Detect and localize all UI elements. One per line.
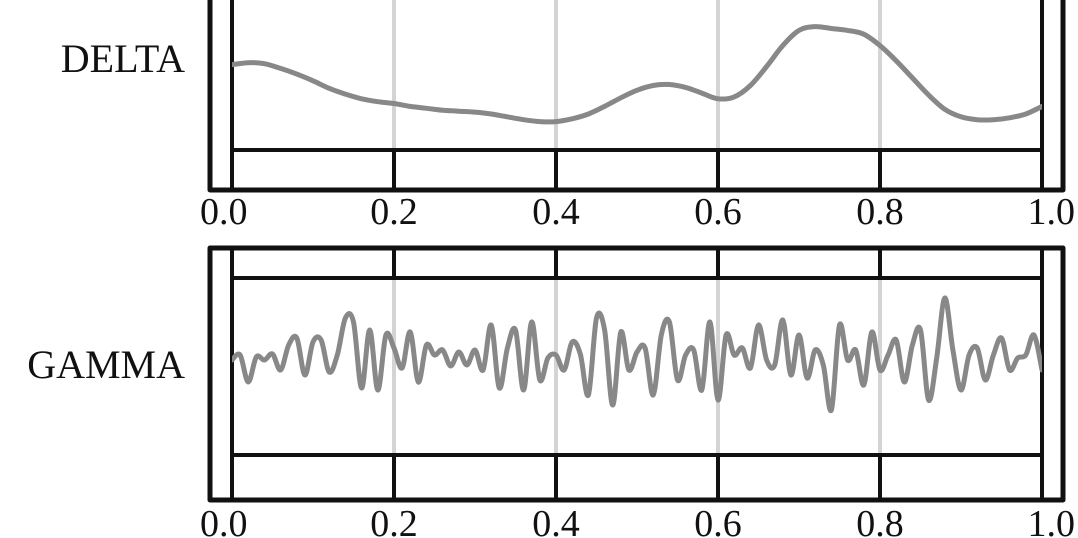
panel-label: GAMMA: [27, 342, 185, 387]
panel-label: DELTA: [61, 36, 185, 81]
x-tick-label: 0.0: [200, 191, 248, 233]
x-tick-label: 0.6: [694, 191, 742, 233]
series-line: [232, 295, 1042, 413]
plot-box: [230, 0, 1044, 152]
plot-box: [230, 276, 1044, 457]
x-tick-label: 0.8: [856, 191, 904, 233]
x-tick-label: 0.6: [694, 503, 742, 538]
gamma-panel: GAMMA 0.0 0.2 0.4 0.6 0.8 1.0: [27, 245, 1076, 538]
outer-frame: [207, 0, 1066, 193]
x-tick-label: 0.0: [200, 503, 248, 538]
x-tick-label: 1.0: [1028, 503, 1076, 538]
x-tick-label: 0.8: [856, 503, 904, 538]
x-tick-label: 1.0: [1028, 191, 1076, 233]
series-line: [232, 24, 1042, 125]
x-tick-label: 0.4: [532, 503, 580, 538]
x-tick-label: 0.4: [532, 191, 580, 233]
outer-frame: [207, 245, 1066, 503]
x-tick-label: 0.2: [370, 503, 418, 538]
x-tick-label: 0.2: [370, 191, 418, 233]
delta-panel: DELTA 0.0 0.2 0.4 0.6 0.8 1.0: [61, 0, 1075, 233]
